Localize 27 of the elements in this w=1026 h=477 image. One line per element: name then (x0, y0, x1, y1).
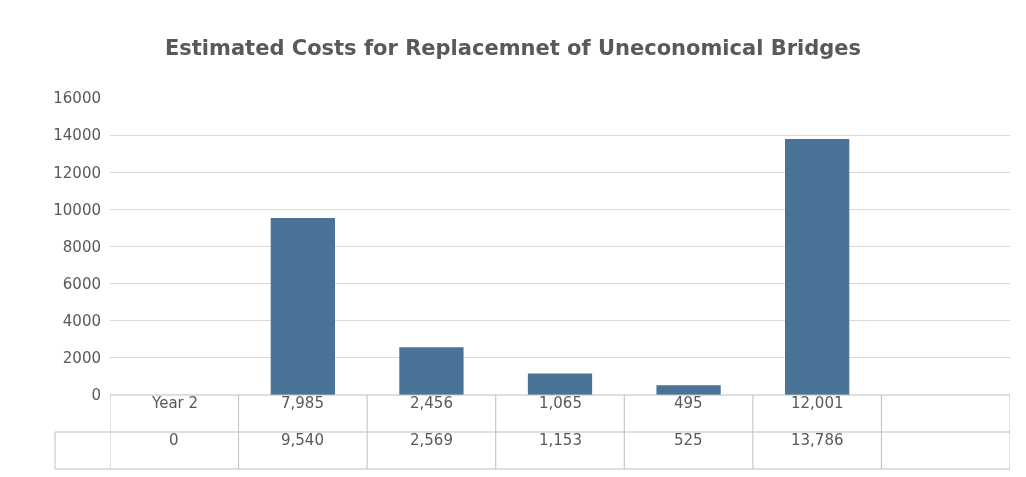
data-label: 1,153 (539, 431, 582, 449)
data-label: 2,569 (410, 431, 453, 449)
bar (785, 139, 850, 395)
data-label: 9,540 (281, 431, 324, 449)
bar (527, 373, 593, 395)
data-label: 13,786 (791, 431, 844, 449)
x-tick-label: 495 (674, 394, 703, 412)
y-tick-label: 12000 (53, 163, 101, 182)
x-tick-label: Year 2 (151, 394, 199, 412)
y-tick-label: 0 (91, 386, 101, 405)
x-tick-label: 7,985 (281, 394, 324, 412)
x-tick-label: 1,065 (539, 394, 582, 412)
y-tick-label: 4000 (62, 312, 101, 330)
y-tick-label: 16000 (53, 89, 101, 108)
data-label: 525 (674, 431, 703, 449)
bar (399, 347, 464, 395)
y-tick-label: 8000 (62, 237, 101, 256)
data-label: 0 (169, 431, 179, 449)
x-tick-label: 12,001 (791, 394, 844, 412)
y-tick-label: 6000 (62, 274, 101, 293)
bar (656, 385, 721, 395)
y-tick-label: 14000 (53, 126, 101, 145)
y-tick-label: 10000 (53, 200, 101, 219)
chart-title: Estimated Costs for Replacemnet of Uneconomical Bridges (164, 36, 862, 61)
y-tick-label: 2000 (62, 349, 101, 368)
bar (270, 217, 335, 395)
x-tick-label: 2,456 (410, 394, 453, 412)
